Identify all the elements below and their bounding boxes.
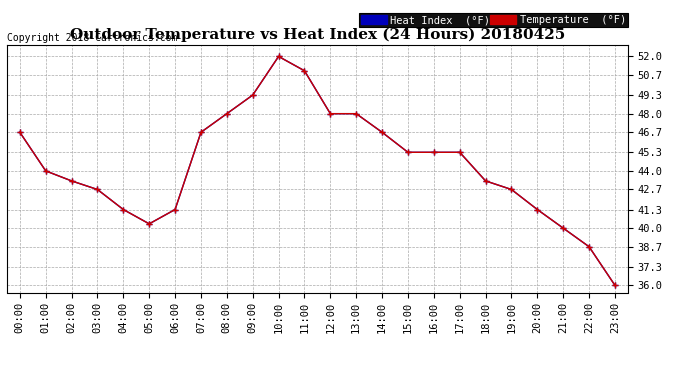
Text: Copyright 2018 Cartronics.com: Copyright 2018 Cartronics.com [7, 33, 177, 42]
Legend: Heat Index  (°F), Temperature  (°F): Heat Index (°F), Temperature (°F) [359, 13, 628, 27]
Title: Outdoor Temperature vs Heat Index (24 Hours) 20180425: Outdoor Temperature vs Heat Index (24 Ho… [70, 28, 565, 42]
